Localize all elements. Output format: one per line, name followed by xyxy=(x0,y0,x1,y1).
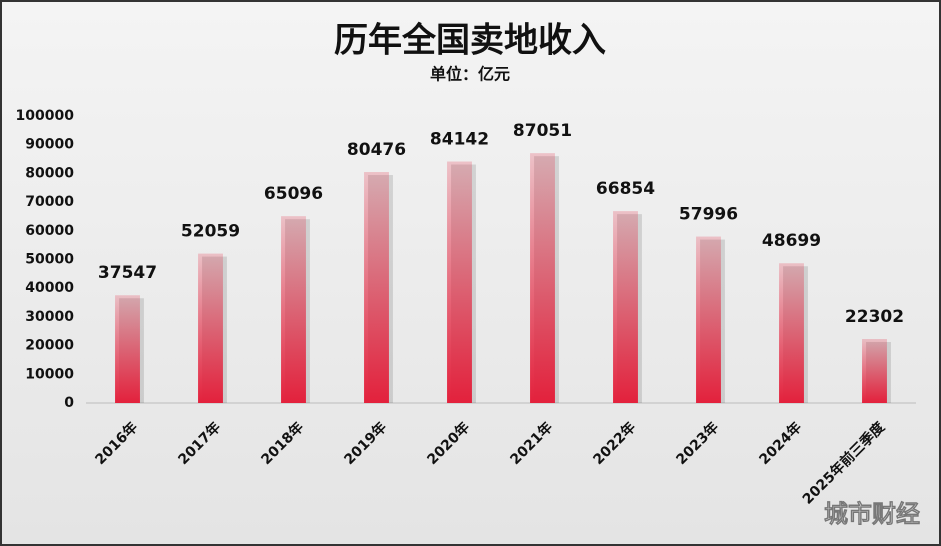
bar xyxy=(862,338,887,403)
chart-title: 历年全国卖地收入 xyxy=(334,21,606,61)
y-tick-label: 40000 xyxy=(25,280,74,296)
y-tick-label: 60000 xyxy=(25,223,74,239)
bar xyxy=(779,263,804,403)
bar xyxy=(198,253,223,403)
y-tick-label: 0 xyxy=(64,395,74,411)
data-label: 52059 xyxy=(181,222,240,242)
bar xyxy=(530,153,555,403)
bar xyxy=(115,295,140,403)
y-tick-label: 90000 xyxy=(25,137,74,153)
y-tick-label: 20000 xyxy=(25,338,74,354)
data-label: 57996 xyxy=(679,205,738,225)
data-label: 22302 xyxy=(845,307,904,327)
data-label: 48699 xyxy=(762,231,821,251)
y-tick-label: 50000 xyxy=(25,252,74,268)
y-tick-label: 70000 xyxy=(25,194,74,210)
bar xyxy=(613,211,638,403)
chart-subtitle: 单位：亿元 xyxy=(430,65,510,84)
watermark: 城市财经 xyxy=(824,500,920,528)
y-tick-label: 30000 xyxy=(25,309,74,325)
y-tick-label: 10000 xyxy=(25,366,74,382)
y-tick-label: 100000 xyxy=(16,108,75,124)
data-label: 37547 xyxy=(98,263,157,283)
data-label: 84142 xyxy=(430,130,489,150)
data-label: 65096 xyxy=(264,184,323,204)
data-label: 80476 xyxy=(347,140,406,160)
y-tick-label: 80000 xyxy=(25,165,74,181)
data-label: 87051 xyxy=(513,121,572,141)
bar xyxy=(447,161,472,403)
bar xyxy=(364,172,389,403)
data-label: 66854 xyxy=(596,179,655,199)
bar xyxy=(696,236,721,403)
bar xyxy=(281,216,306,403)
